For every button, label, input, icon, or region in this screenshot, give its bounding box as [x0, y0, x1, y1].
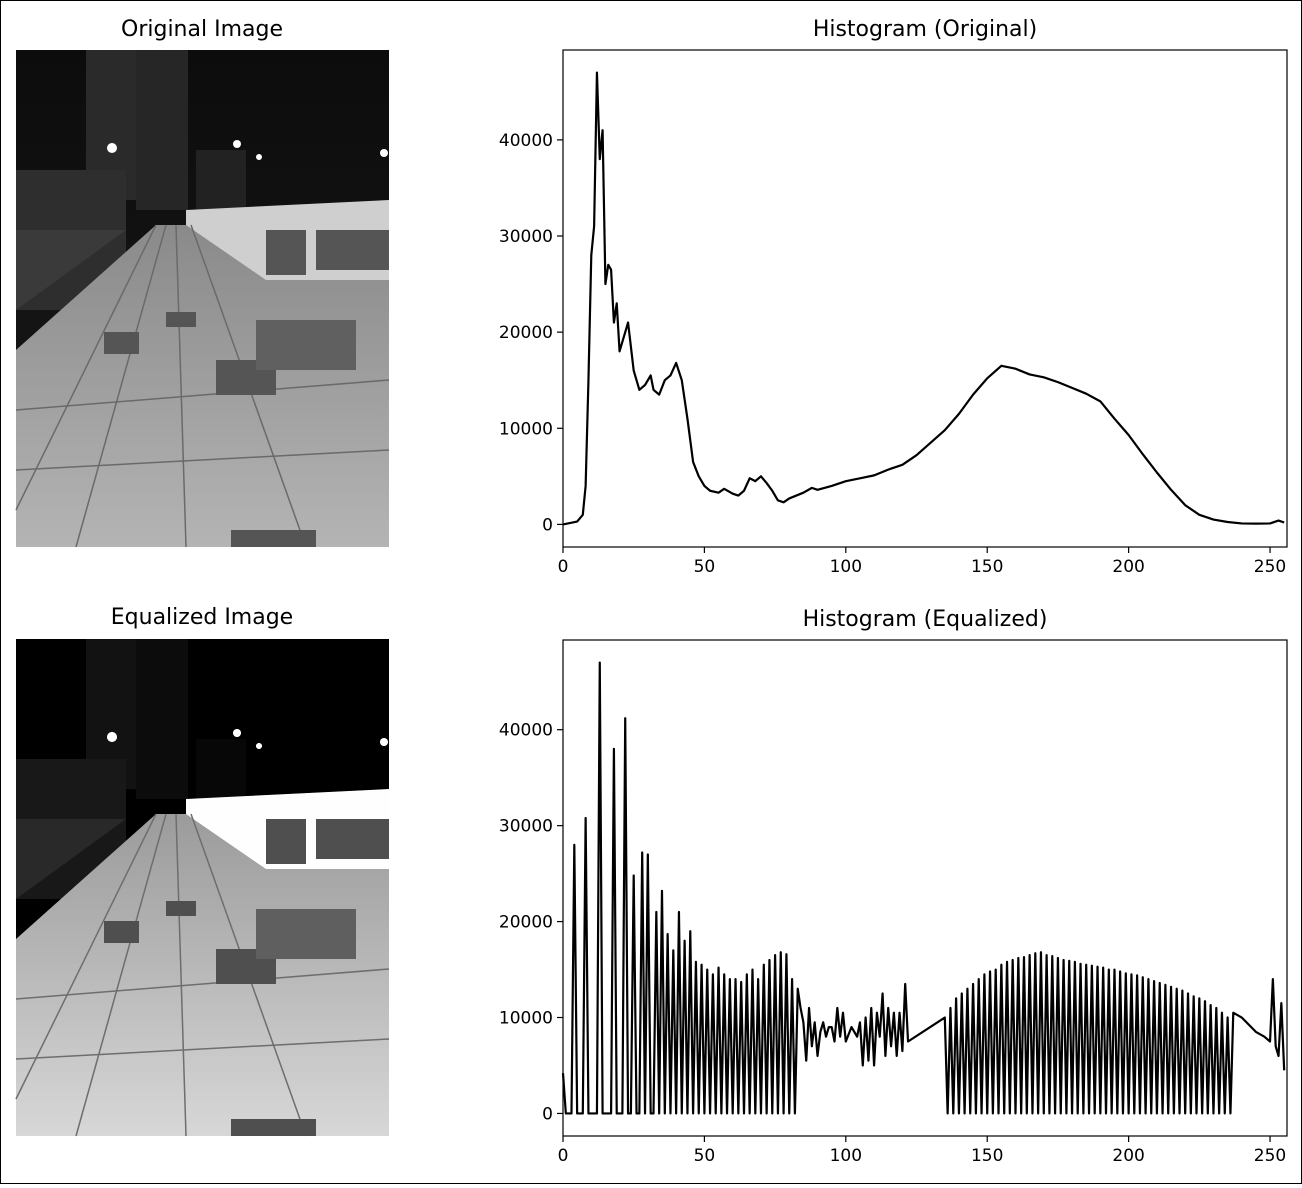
y-tick-label: 20000 [499, 323, 553, 343]
x-tick-label: 200 [1112, 557, 1144, 577]
histogram-line [562, 71, 1285, 526]
y-tick-label: 10000 [499, 1009, 553, 1029]
histogram-line [561, 661, 1286, 1115]
x-tick-label: 150 [971, 1146, 1003, 1166]
y-tick-label: 30000 [499, 817, 553, 837]
equalized-image [15, 638, 390, 1137]
x-tick-label: 250 [1254, 557, 1286, 577]
y-tick-label: 0 [542, 515, 553, 535]
x-tick-label: 200 [1112, 1146, 1144, 1166]
x-tick-label: 150 [971, 557, 1003, 577]
y-tick-label: 30000 [499, 227, 553, 247]
x-tick-label: 0 [558, 1146, 569, 1166]
x-tick-label: 0 [558, 557, 569, 577]
image-title: Original Image [121, 17, 283, 42]
axes-frame [562, 49, 1288, 548]
y-tick-label: 0 [542, 1104, 553, 1124]
y-tick-label: 10000 [499, 419, 553, 439]
chart-title: Histogram (Original) [813, 17, 1037, 42]
x-tick-label: 50 [694, 1146, 716, 1166]
y-tick-label: 40000 [499, 131, 553, 151]
x-tick-label: 100 [830, 1146, 862, 1166]
x-tick-label: 50 [694, 557, 716, 577]
image-title: Equalized Image [111, 605, 293, 630]
chart-title: Histogram (Equalized) [803, 607, 1048, 632]
y-tick-label: 40000 [499, 721, 553, 741]
axes-frame [562, 639, 1288, 1137]
original-image [15, 49, 390, 548]
y-tick-label: 20000 [499, 913, 553, 933]
x-tick-label: 100 [830, 557, 862, 577]
x-tick-label: 250 [1254, 1146, 1286, 1166]
